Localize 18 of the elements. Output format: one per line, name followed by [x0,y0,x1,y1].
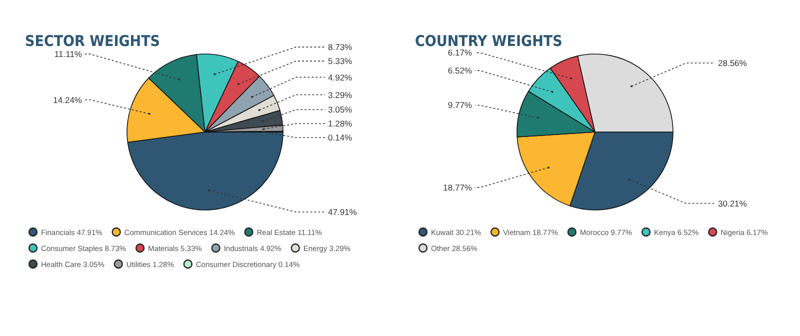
data-label: 18.77% [443,182,472,192]
data-label: 5.33% [328,56,353,66]
data-label: 0.14% [328,132,353,143]
data-label: 14.24% [53,94,82,105]
chart-title: SECTOR WEIGHTS [25,32,160,50]
data-label: 8.73% [328,42,353,52]
data-label: 30.21% [718,198,748,208]
data-label: 4.92% [328,72,353,82]
data-label: 9.77% [448,100,472,110]
data-label: 3.05% [328,104,353,115]
data-label: 28.56% [718,58,748,68]
data-label: 1.28% [328,118,353,129]
data-label: 11.11% [54,49,82,60]
data-label: 6.52% [448,66,472,76]
data-label: 3.29% [328,90,353,100]
data-label: 6.17% [448,48,472,58]
data-label: 47.91% [328,207,358,217]
chart-title: COUNTRY WEIGHTS [415,32,562,50]
